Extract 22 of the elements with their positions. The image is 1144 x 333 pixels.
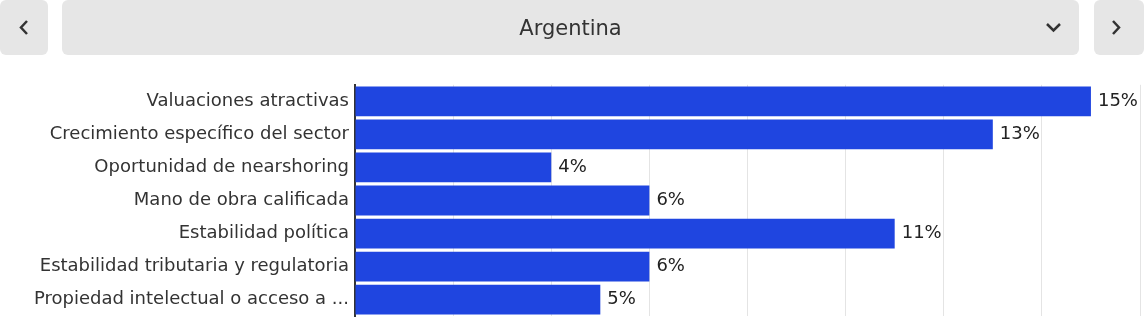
y-tick-label: Oportunidad de nearshoring	[94, 155, 349, 177]
bar	[355, 119, 993, 150]
y-tick-label: Crecimiento específico del sector	[49, 122, 350, 144]
data-label: 15%	[1097, 89, 1138, 110]
bar	[355, 86, 1091, 117]
data-label: 4%	[558, 155, 587, 177]
y-tick-label: Estabilidad tributaria y regulatoria	[39, 254, 349, 276]
y-tick-label: Estabilidad política	[178, 221, 349, 243]
y-tick-label: Propiedad intelectual o acceso a ...	[33, 287, 349, 309]
bar	[355, 152, 552, 183]
data-label: 5%	[607, 287, 636, 309]
data-label: 6%	[656, 188, 685, 210]
bar	[355, 218, 895, 249]
y-tick-label: Valuaciones atractivas	[146, 89, 349, 110]
data-label: 11%	[901, 221, 942, 243]
data-label: 6%	[656, 254, 685, 276]
bar	[355, 251, 650, 282]
chart-title: Argentina	[62, 0, 1079, 55]
bar	[355, 185, 650, 216]
bar	[355, 284, 601, 315]
y-tick-label: Mano de obra calificada	[133, 188, 349, 210]
data-label: 13%	[999, 122, 1040, 144]
